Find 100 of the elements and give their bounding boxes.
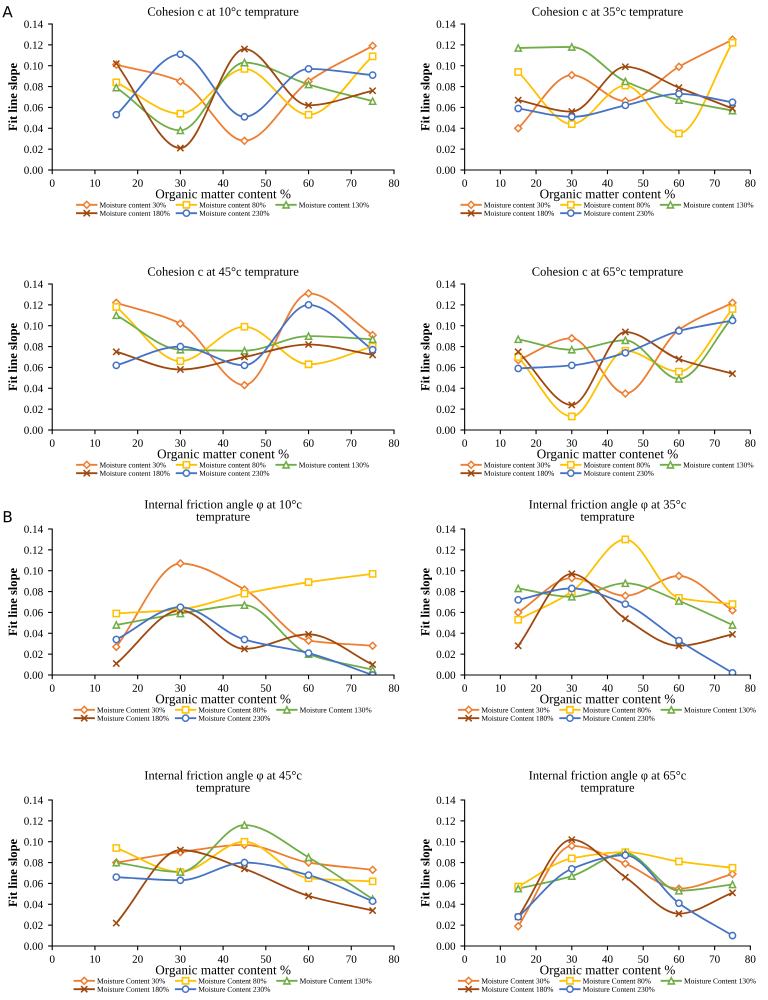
x-tick-label: 0: [462, 179, 467, 187]
y-tick-label: 0.04: [436, 124, 456, 132]
x-tick-label: 20: [530, 684, 542, 692]
x-tick-label: 10: [90, 439, 100, 447]
y-tick-label: 0.02: [24, 406, 43, 414]
x-tick-label: 60: [303, 439, 314, 447]
y-axis-title: Fit line slope: [8, 839, 20, 907]
x-tick-label: 10: [90, 179, 100, 187]
x-tick-label: 0: [50, 684, 55, 692]
x-tick-label: 0: [462, 955, 467, 963]
x-tick-label: 80: [388, 439, 400, 447]
y-axis-title: Fit line slope: [8, 568, 20, 636]
x-tick-label: 40: [218, 684, 228, 692]
x-tick-label: 50: [260, 439, 271, 447]
y-tick-label: 0.14: [436, 525, 456, 534]
y-tick-label: 0.12: [436, 41, 455, 49]
y-tick-label: 0.10: [436, 567, 456, 575]
x-tick-label: 50: [638, 684, 648, 692]
chart-title: Cohesion c at 65°c temprature: [532, 266, 683, 278]
y-tick-label: 0.08: [436, 83, 456, 91]
y-tick-label: 0.02: [436, 146, 455, 154]
y-tick-label: 0.06: [24, 364, 43, 372]
y-tick-label: 0.04: [24, 124, 44, 132]
x-tick-label: 20: [132, 684, 143, 692]
y-tick-label: 0.14: [24, 525, 44, 534]
y-tick-label: 0.12: [24, 41, 43, 49]
y-tick-label: 0.08: [24, 343, 43, 351]
x-tick-label: 70: [710, 439, 720, 447]
x-tick-label: 80: [388, 955, 400, 963]
x-tick-label: 10: [90, 684, 100, 692]
chart-title: Cohesion c at 10°c temprature: [148, 6, 298, 18]
x-tick-label: 30: [566, 684, 577, 692]
x-tick-label: 60: [674, 955, 684, 963]
x-tick-label: 60: [674, 439, 684, 447]
x-tick-label: 60: [674, 179, 684, 187]
y-tick-label: 0.14: [24, 20, 44, 28]
x-tick-label: 80: [388, 684, 400, 692]
y-axis-title: Fit line slope: [8, 63, 20, 131]
y-tick-label: 0.12: [436, 817, 455, 825]
x-tick-label: 0: [462, 684, 467, 692]
x-tick-label: 30: [566, 179, 577, 187]
x-tick-label: 30: [175, 179, 186, 187]
x-tick-label: 0: [50, 179, 55, 187]
y-tick-label: 0.02: [436, 406, 455, 414]
chart-title: Cohesion c at 35°c temprature: [532, 6, 683, 18]
y-tick-label: 0.10: [436, 838, 456, 846]
y-tick-label: 0.00: [24, 942, 43, 950]
y-tick-label: 0.10: [436, 322, 456, 330]
y-tick-label: 0.06: [436, 608, 456, 616]
x-tick-label: 70: [346, 439, 356, 447]
y-tick-label: 0.00: [24, 426, 43, 434]
x-tick-label: 60: [303, 179, 314, 187]
x-axis-title: Organic matter content %: [540, 694, 675, 706]
y-tick-label: 0.10: [24, 567, 43, 575]
x-tick-label: 80: [745, 955, 756, 963]
x-tick-label: 40: [602, 439, 613, 447]
x-tick-label: 40: [218, 955, 228, 963]
y-tick-label: 0.02: [436, 650, 455, 658]
y-tick-label: 0.06: [24, 880, 43, 888]
x-tick-label: 80: [745, 439, 756, 447]
y-tick-label: 0.02: [24, 146, 43, 154]
chart-title: Internal friction angle φ at 10°c temprature: [144, 500, 302, 524]
y-tick-label: 0.14: [436, 796, 456, 804]
x-tick-label: 70: [710, 684, 720, 692]
x-tick-label: 70: [346, 684, 356, 692]
x-axis-title: Organic matter content %: [156, 694, 290, 706]
x-tick-label: 30: [566, 955, 577, 963]
y-tick-label: 0.14: [436, 20, 456, 28]
x-tick-label: 10: [90, 955, 100, 963]
y-tick-label: 0.08: [24, 859, 43, 867]
y-axis-title: Fit line slope: [420, 323, 432, 391]
y-tick-label: 0.02: [24, 922, 43, 930]
x-tick-label: 50: [260, 955, 271, 963]
y-tick-label: 0.06: [24, 104, 43, 112]
x-tick-label: 10: [496, 684, 506, 692]
y-tick-label: 0.00: [436, 671, 456, 680]
y-tick-label: 0.12: [24, 546, 43, 554]
y-tick-label: 0.06: [436, 104, 456, 112]
y-tick-label: 0.06: [436, 364, 456, 372]
y-tick-label: 0.08: [436, 343, 456, 351]
x-tick-label: 50: [638, 439, 648, 447]
chart-title: Internal friction angle φ at 65°c temprature: [529, 770, 686, 794]
y-axis-title: Fit line slope: [420, 63, 432, 131]
y-tick-label: 0.08: [24, 588, 43, 596]
y-tick-label: 0.14: [24, 280, 44, 288]
y-tick-label: 0.04: [24, 900, 44, 908]
y-tick-label: 0.04: [24, 630, 44, 638]
y-tick-label: 0.00: [436, 942, 456, 950]
x-tick-label: 80: [745, 684, 756, 692]
x-axis-title: Organic matter content %: [156, 965, 290, 978]
y-tick-label: 0.00: [436, 426, 456, 434]
x-tick-label: 60: [303, 955, 314, 963]
x-tick-label: 10: [496, 955, 506, 963]
x-tick-label: 40: [602, 955, 613, 963]
y-tick-label: 0.02: [24, 650, 43, 658]
x-tick-label: 20: [530, 955, 542, 963]
x-axis-title: Organic matter content %: [156, 189, 290, 202]
y-tick-label: 0.10: [24, 838, 43, 846]
chart-title: Internal friction angle φ at 45°c temprature: [144, 770, 302, 794]
y-axis-title: Fit line slope: [420, 839, 432, 907]
